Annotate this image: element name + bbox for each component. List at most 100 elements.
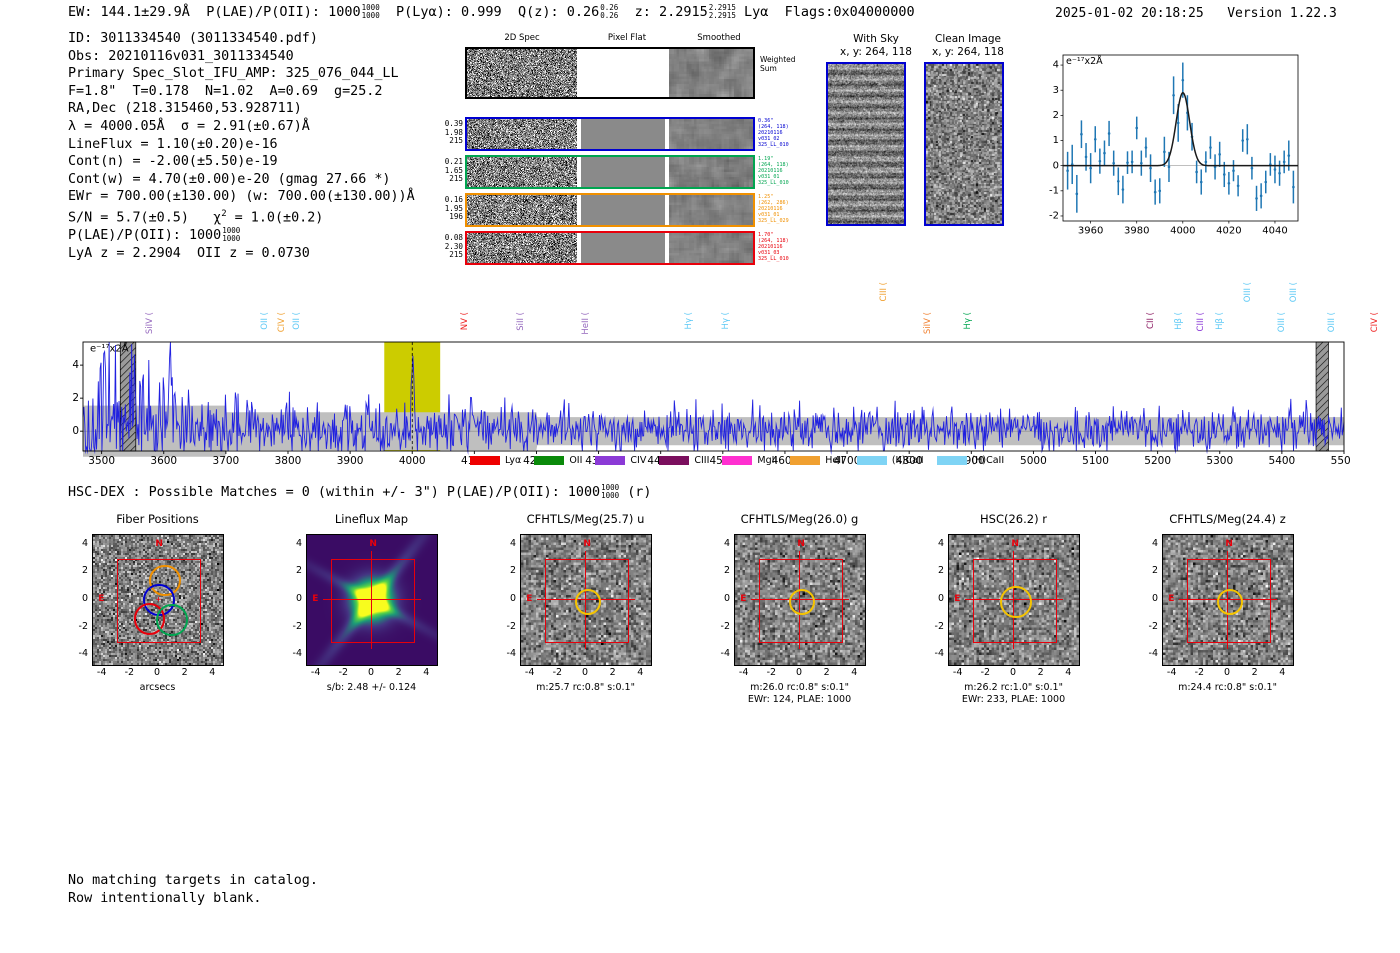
- cutout-x-tick: 4: [1065, 667, 1072, 678]
- cutout-x-tick: 2: [395, 667, 402, 678]
- twod-cell-flat: [581, 119, 665, 149]
- cutout-image-box[interactable]: N E +: [92, 534, 224, 666]
- cutout-x-tick: 0: [1009, 667, 1017, 678]
- legend-item-KCaII: (K)CaII: [856, 455, 924, 466]
- twod-cell-flat: [581, 233, 665, 263]
- cutout-caption-line2: EWr: 124, PLAE: 1000: [747, 694, 852, 705]
- clean-image-caption: Clean Image x, y: 264, 118: [932, 33, 1004, 58]
- info-continuum-narrow: Cont(n) = -2.00(±5.50)e-19: [68, 154, 278, 170]
- cutout-y-tick: -2: [1148, 620, 1158, 632]
- twod-cell-smooth: [669, 233, 753, 263]
- cutout-panel-1[interactable]: Lineflux Map N E -4 -2 0 2 4 -4 -2 0 2 4 s/b: 2.48 +/…: [274, 512, 469, 693]
- cutout-x-tick: 0: [581, 667, 589, 678]
- cutout-x-tick: 2: [609, 667, 616, 678]
- twod-cell-spec: [467, 157, 577, 187]
- cutout-panel-2[interactable]: CFHTLS/Meg(25.7) u N E -4 -2 0 2 4 -4 -2 0 2 4 m:25.7…: [488, 512, 683, 693]
- compass-east: E: [312, 593, 319, 604]
- info-plae: P(LAE)/P(OII): 10001000 1000: [68, 226, 241, 243]
- cutout-x-tick: -2: [552, 667, 563, 678]
- twod-gap: [577, 119, 581, 149]
- cutout-panel-3[interactable]: CFHTLS/Meg(26.0) g N E -4 -2 0 2 4 -4 -2 0 2 4 m:26.0…: [702, 512, 897, 705]
- emission-line-label-H: Hγ (: [963, 312, 974, 330]
- z-species: Lyα: [743, 4, 769, 20]
- twod-gap: [665, 233, 669, 263]
- legend-label: HeII: [825, 455, 844, 466]
- info-continuum-wide: Cont(w) = 4.70(±0.00)e-20 (gmag 27.66 *): [68, 171, 391, 187]
- cutout-panel-4[interactable]: HSC(26.2) r N E -4 -2 0 2 4 -4 -2 0 2 4 m:26.2 rc:1.0…: [916, 512, 1111, 705]
- info-obs: Obs: 20210116v031_3011334540: [68, 48, 294, 64]
- aperture-circle: [574, 588, 602, 616]
- cutout-panel-0[interactable]: Fiber Positions N E + -4 -2 0 2 4 -4 -2 0 2 4 arcsecs: [60, 512, 255, 693]
- twod-gap: [577, 49, 581, 97]
- spectrum-legend: Lyα OII CIV CIII MgII HeII (K)CaII (H)CaII: [470, 455, 1004, 466]
- emission-line-label-CIII: CIII (: [879, 282, 890, 302]
- plae-fraction: 1000 1000: [361, 3, 380, 20]
- cutout-y-tick: 4: [509, 537, 516, 549]
- cutout-y-tick: -2: [292, 620, 302, 632]
- cutout-y-tick: 0: [509, 593, 516, 604]
- compass-east: E: [526, 593, 533, 604]
- cutout-caption: m:25.7 rc:0.8" s:0.1": [488, 682, 683, 694]
- fov-rectangle: [972, 558, 1058, 644]
- emission-line-label-OII: OII (: [292, 312, 303, 330]
- cutout-x-tick: -2: [980, 667, 991, 678]
- cutout-x-ticks: -4 -2 0 2 4: [520, 667, 650, 679]
- emission-line-label-SiII: SiII (: [515, 312, 526, 331]
- cutout-y-tick: 0: [81, 593, 88, 604]
- compass-north: N: [583, 538, 591, 549]
- footer-line-2: Row intentionally blank.: [68, 890, 262, 906]
- emission-line-label-OIII: OIII (: [1242, 282, 1253, 303]
- cutout-x-tick: 4: [423, 667, 430, 678]
- legend-label: Lyα: [505, 455, 522, 466]
- legend-label: CIII: [694, 455, 710, 466]
- header-summary-line: EW: 144.1±29.9Å P(LAE)/P(OII): 10001000 1…: [68, 4, 915, 20]
- aperture-circle: [1000, 586, 1032, 618]
- emission-line-label-CIV: CIV (: [276, 312, 287, 333]
- info-redshifts: LyA z = 2.2904 OII z = 0.0730: [68, 245, 310, 261]
- legend-swatch: [790, 456, 821, 465]
- cutout-y-tick: -2: [78, 620, 88, 632]
- cutout-x-tick: 4: [637, 667, 644, 678]
- hsc-dex-match-line: HSC-DEX : Possible Matches = 0 (within +…: [68, 484, 651, 500]
- detection-info-block: ID: 3011334540 (3011334540.pdf) Obs: 202…: [68, 30, 415, 262]
- with-sky-image: [826, 62, 906, 226]
- cutout-panel-5[interactable]: CFHTLS/Meg(24.4) z N E -4 -2 0 2 4 -4 -2 0 2 4 m:24.4…: [1130, 512, 1325, 693]
- cutout-y-tick: -4: [506, 648, 516, 660]
- twod-gap: [577, 157, 581, 187]
- twod-cell-smooth: [669, 157, 753, 187]
- cutout-caption: m:26.2 rc:1.0" s:0.1" EWr: 233, PLAE: 100…: [916, 682, 1111, 706]
- fov-rectangle: [116, 558, 202, 644]
- z-label: z:: [634, 4, 651, 20]
- cutout-x-tick: -2: [124, 667, 135, 678]
- info-ewr: EWr = 700.00(±130.00) (w: 700.00(±130.00…: [68, 189, 415, 205]
- cutout-y-tick: 4: [937, 537, 944, 549]
- qz-label: Q(z):: [517, 4, 559, 20]
- info-seeing-params: F=1.8" T=0.178 N=1.02 A=0.69 g=25.2: [68, 83, 383, 99]
- footer-line-1: No matching targets in catalog.: [68, 873, 318, 888]
- emission-line-label-CII: CII (: [1146, 312, 1157, 329]
- cutout-title: Lineflux Map: [334, 512, 409, 526]
- fov-rectangle: [1186, 558, 1272, 644]
- fov-rectangle: [544, 558, 630, 644]
- plae-value: 1000: [328, 4, 361, 20]
- compass-north: N: [797, 538, 805, 549]
- twod-gap: [577, 233, 581, 263]
- cutout-caption-line1: m:24.4 rc:0.8" s:0.1": [1178, 682, 1277, 693]
- info-id: ID: 3011334540 (3011334540.pdf): [68, 31, 318, 46]
- twod-row-left-label: 0.16 1.95 196: [444, 195, 463, 222]
- cutout-y-tick: 0: [295, 593, 302, 604]
- cutout-x-tick: 4: [209, 667, 216, 678]
- cutout-y-tick: -2: [934, 620, 944, 632]
- cutout-y-tick: 2: [1151, 565, 1158, 577]
- cutout-x-tick: 2: [823, 667, 830, 678]
- aperture-circle: [788, 588, 816, 616]
- info-plae-fraction: 1000 1000: [222, 226, 241, 243]
- twod-gap: [665, 49, 669, 97]
- legend-label: OII: [569, 455, 583, 466]
- emission-line-label-HeII: HeII (: [581, 312, 592, 335]
